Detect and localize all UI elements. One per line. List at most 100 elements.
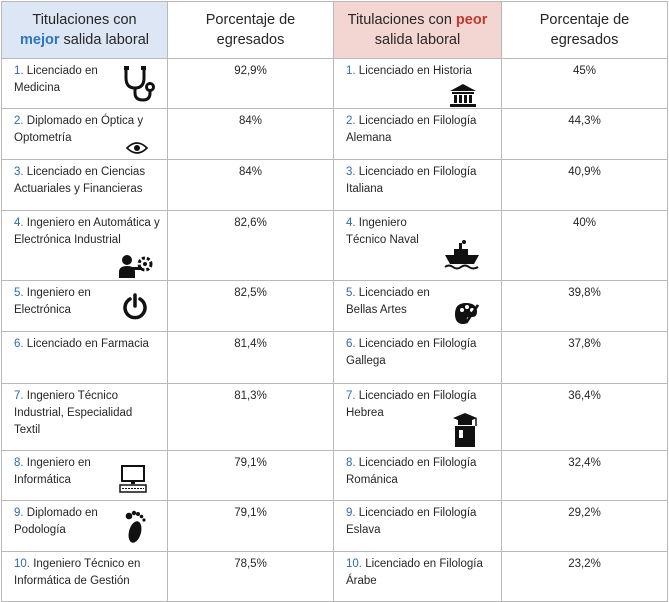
- pct-value: 23,2%: [568, 558, 601, 570]
- pct-header-text: Porcentaje de egresados: [205, 12, 296, 48]
- pct-value: 79,1%: [234, 507, 267, 519]
- eye-icon: [126, 142, 148, 154]
- best-header-text: Titulaciones con: [32, 12, 137, 28]
- rank-number: 4.: [14, 217, 24, 229]
- worst-degree-cell: 5. Licenciado en Bellas Artes: [333, 280, 502, 332]
- pct-header-text-2: Porcentaje de egresados: [539, 12, 630, 48]
- rank-number: 9.: [346, 507, 356, 519]
- degree-label: Licenciado en Farmacia: [26, 338, 149, 350]
- best-degree-name: 3. Licenciado en Ciencias Actuariales y …: [2, 160, 167, 198]
- best-degree-name: 1. Licenciado en Medicina: [2, 59, 115, 97]
- worst-degree-cell: 1. Licenciado en Historia: [333, 58, 502, 109]
- degree-label: Ingeniero en Automática y Electrónica In…: [14, 217, 160, 246]
- rank-number: 9.: [14, 507, 24, 519]
- best-pct-cell: 92,9%: [167, 58, 334, 109]
- best-degree-cell: 2. Diplomado en Óptica y Optometría: [1, 108, 168, 160]
- best-pct-header: Porcentaje de egresados: [167, 1, 334, 59]
- engineer-gear-icon: [119, 255, 153, 278]
- ship-icon: [444, 240, 479, 270]
- best-degree-cell: 7. Ingeniero Técnico Industrial, Especia…: [1, 383, 168, 451]
- degree-label: Licenciado en Bellas Artes: [346, 287, 430, 316]
- rank-number: 1.: [14, 65, 24, 77]
- worst-pct-cell: 29,2%: [501, 500, 668, 552]
- worst-degree-cell: 2. Licenciado en Filología Alemana: [333, 108, 502, 160]
- best-degree-name: 6. Licenciado en Farmacia: [2, 332, 167, 353]
- rank-number: 7.: [14, 390, 24, 402]
- worst-header-highlight: peor: [455, 12, 488, 28]
- worst-degree-name: 1. Licenciado en Historia: [334, 59, 501, 80]
- pct-value: 37,8%: [568, 338, 601, 350]
- best-degree-name: 9. Diplomado en Podología: [2, 501, 120, 539]
- worst-degree-name: 9. Licenciado en Filología Eslava: [334, 501, 501, 539]
- pct-value: 45%: [572, 65, 597, 77]
- pct-value: 39,8%: [568, 287, 601, 299]
- best-pct-cell: 79,1%: [167, 450, 334, 501]
- pct-value: 44,3%: [568, 115, 601, 127]
- best-pct-cell: 81,3%: [167, 383, 334, 451]
- header-row: Titulaciones con mejor salida laboral Po…: [1, 1, 668, 59]
- worst-degree-name: 7. Licenciado en Filología Hebrea: [334, 384, 501, 422]
- worst-degree-cell: 6. Licenciado en Filología Gallega: [333, 331, 502, 384]
- rank-number: 2.: [346, 115, 356, 127]
- rank-number: 2.: [14, 115, 24, 127]
- best-degree-cell: 9. Diplomado en Podología: [1, 500, 168, 552]
- footprint-icon: [125, 510, 146, 543]
- worst-degree-name: 4. Ingeniero Técnico Naval: [334, 211, 452, 249]
- worst-pct-cell: 23,2%: [501, 551, 668, 602]
- best-degree-name: 5. Ingeniero en Electrónica: [2, 281, 115, 319]
- degree-label: Licenciado en Ciencias Actuariales y Fin…: [14, 166, 146, 195]
- pct-value: 81,4%: [234, 338, 267, 350]
- degree-label: Ingeniero en Electrónica: [14, 287, 91, 316]
- rank-number: 1.: [346, 65, 356, 77]
- power-icon: [123, 293, 147, 320]
- worst-degree-cell: 8. Licenciado en Filología Románica: [333, 450, 502, 501]
- worst-degree-name: 5. Licenciado en Bellas Artes: [334, 281, 462, 319]
- table-row: 8. Ingeniero en Informática 79,1% 8. Lic…: [1, 450, 668, 501]
- degree-label: Licenciado en Filología Árabe: [346, 558, 483, 587]
- degree-label: Licenciado en Filología Alemana: [346, 115, 477, 144]
- rank-number: 10.: [346, 558, 362, 570]
- best-degree-name: 7. Ingeniero Técnico Industrial, Especia…: [2, 384, 167, 439]
- pct-value: 81,3%: [234, 390, 267, 402]
- worst-pct-cell: 40%: [501, 210, 668, 281]
- rank-number: 5.: [346, 287, 356, 299]
- best-degree-name: 2. Diplomado en Óptica y Optometría: [2, 109, 150, 147]
- degree-label: Ingeniero en Informática: [14, 457, 91, 486]
- worst-degree-cell: 9. Licenciado en Filología Eslava: [333, 500, 502, 552]
- pct-value: 78,5%: [234, 558, 267, 570]
- rank-number: 7.: [346, 390, 356, 402]
- pct-value: 40,9%: [568, 166, 601, 178]
- pct-value: 84%: [238, 166, 263, 178]
- table-row: 6. Licenciado en Farmacia 81,4% 6. Licen…: [1, 331, 668, 384]
- rank-number: 10.: [14, 558, 30, 570]
- pct-value: 36,4%: [568, 390, 601, 402]
- museum-icon: [450, 84, 476, 107]
- rank-number: 4.: [346, 217, 356, 229]
- worst-degree-name: 8. Licenciado en Filología Románica: [334, 451, 501, 489]
- computer-icon: [119, 465, 147, 493]
- best-degree-name: 8. Ingeniero en Informática: [2, 451, 115, 489]
- worst-pct-cell: 32,4%: [501, 450, 668, 501]
- rank-number: 3.: [346, 166, 356, 178]
- best-degree-cell: 10. Ingeniero Técnico en Informática de …: [1, 551, 168, 602]
- book-graduation-icon: [453, 413, 477, 447]
- degree-label: Ingeniero Técnico Industrial, Especialid…: [14, 390, 133, 436]
- degree-label: Licenciado en Filología Románica: [346, 457, 477, 486]
- rank-number: 8.: [346, 457, 356, 469]
- pct-value: 79,1%: [234, 457, 267, 469]
- best-degree-cell: 3. Licenciado en Ciencias Actuariales y …: [1, 159, 168, 211]
- best-pct-cell: 78,5%: [167, 551, 334, 602]
- rank-number: 6.: [346, 338, 356, 350]
- pct-value: 32,4%: [568, 457, 601, 469]
- rank-number: 8.: [14, 457, 24, 469]
- worst-pct-cell: 40,9%: [501, 159, 668, 211]
- pct-value: 92,9%: [234, 65, 267, 77]
- table-row: 10. Ingeniero Técnico en Informática de …: [1, 551, 668, 602]
- degree-label: Diplomado en Óptica y Optometría: [14, 115, 144, 144]
- best-degree-cell: 6. Licenciado en Farmacia: [1, 331, 168, 384]
- degree-label: Diplomado en Podología: [14, 507, 98, 536]
- worst-degree-name: 10. Licenciado en Filología Árabe: [334, 552, 501, 590]
- best-degree-cell: 8. Ingeniero en Informática: [1, 450, 168, 501]
- table-row: 9. Diplomado en Podología 79,1% 9. Licen…: [1, 500, 668, 552]
